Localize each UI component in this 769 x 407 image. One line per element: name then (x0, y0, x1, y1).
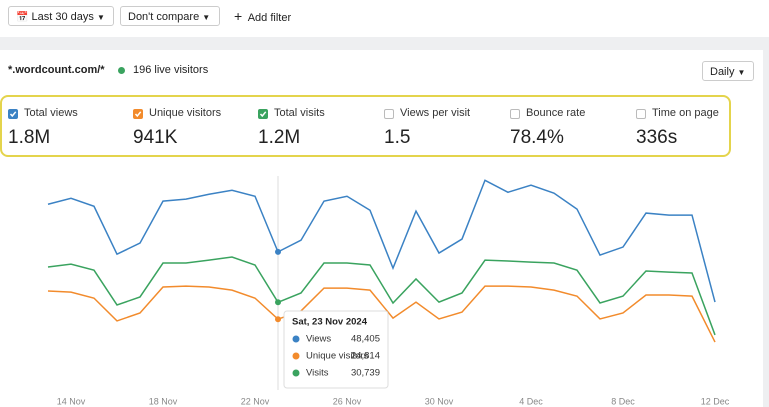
compare-button[interactable]: Don't compare ▼ (120, 6, 220, 26)
metric-label: Unique visitors (149, 107, 222, 119)
checkbox[interactable] (384, 109, 394, 119)
metric-value: 1.5 (384, 127, 411, 148)
series-line (47, 256, 716, 336)
metric-value: 941K (133, 127, 178, 148)
compare-label: Don't compare (128, 11, 200, 23)
x-tick-label: 22 Nov (241, 396, 270, 406)
date-range-button[interactable]: 📅 Last 30 days ▼ (8, 6, 114, 26)
x-tick-label: 18 Nov (149, 396, 178, 406)
tooltip-series: Views (306, 334, 331, 345)
tooltip-title: Sat, 23 Nov 2024 (292, 317, 368, 328)
checkbox[interactable] (8, 109, 18, 119)
tooltip-dot (292, 335, 300, 343)
add-filter-label: Add filter (247, 12, 292, 24)
series-line (47, 179, 716, 303)
tooltip-value: 24,814 (351, 351, 380, 362)
add-filter-button[interactable]: + Add filter (234, 8, 292, 24)
metric-label: Views per visit (400, 107, 471, 119)
tooltip-value: 48,405 (351, 334, 380, 345)
interval-label: Daily (710, 66, 735, 78)
metric-value: 78.4% (510, 127, 564, 148)
interval-button[interactable]: Daily ▼ (702, 61, 754, 81)
metric-value: 1.8M (8, 127, 51, 148)
metric-label: Total views (24, 107, 78, 119)
metric-value: 336s (636, 127, 678, 148)
x-tick-label: 26 Nov (333, 396, 362, 406)
tooltip-value: 30,739 (351, 368, 380, 379)
checkbox[interactable] (510, 109, 520, 119)
tooltip-box (283, 310, 389, 389)
x-tick-label: 4 Dec (519, 396, 543, 406)
date-range-label: Last 30 days (31, 11, 94, 23)
separator-band (0, 37, 769, 50)
x-tick-label: 30 Nov (425, 396, 454, 406)
x-tick-label: 12 Dec (701, 396, 730, 406)
metric-value: 1.2M (258, 127, 301, 148)
tooltip-dot (292, 369, 300, 377)
tooltip-series: Visits (306, 368, 329, 379)
tooltip-series: Unique visitors (306, 351, 369, 362)
site-name: *.wordcount.com/* (8, 64, 105, 76)
hover-dot (275, 316, 281, 323)
metric-label: Bounce rate (526, 107, 586, 119)
series-line (47, 285, 716, 343)
tooltip: Sat, 23 Nov 2024 Views 48,405 Unique visito… (283, 310, 389, 389)
live-dot (118, 67, 125, 74)
x-tick-label: 14 Nov (57, 396, 86, 406)
checkbox[interactable] (133, 109, 143, 119)
hover-dot (275, 248, 281, 255)
metric-label: Total visits (274, 107, 325, 119)
hover-dot (275, 299, 281, 306)
metric-label: Time on page (652, 107, 719, 119)
x-tick-label: 8 Dec (611, 396, 635, 406)
right-edge (763, 37, 769, 407)
metrics-highlight (0, 95, 731, 157)
live-visitors: 196 live visitors (133, 64, 209, 76)
checkbox[interactable] (258, 109, 268, 119)
tooltip-dot (292, 352, 300, 360)
checkbox[interactable] (636, 109, 646, 119)
